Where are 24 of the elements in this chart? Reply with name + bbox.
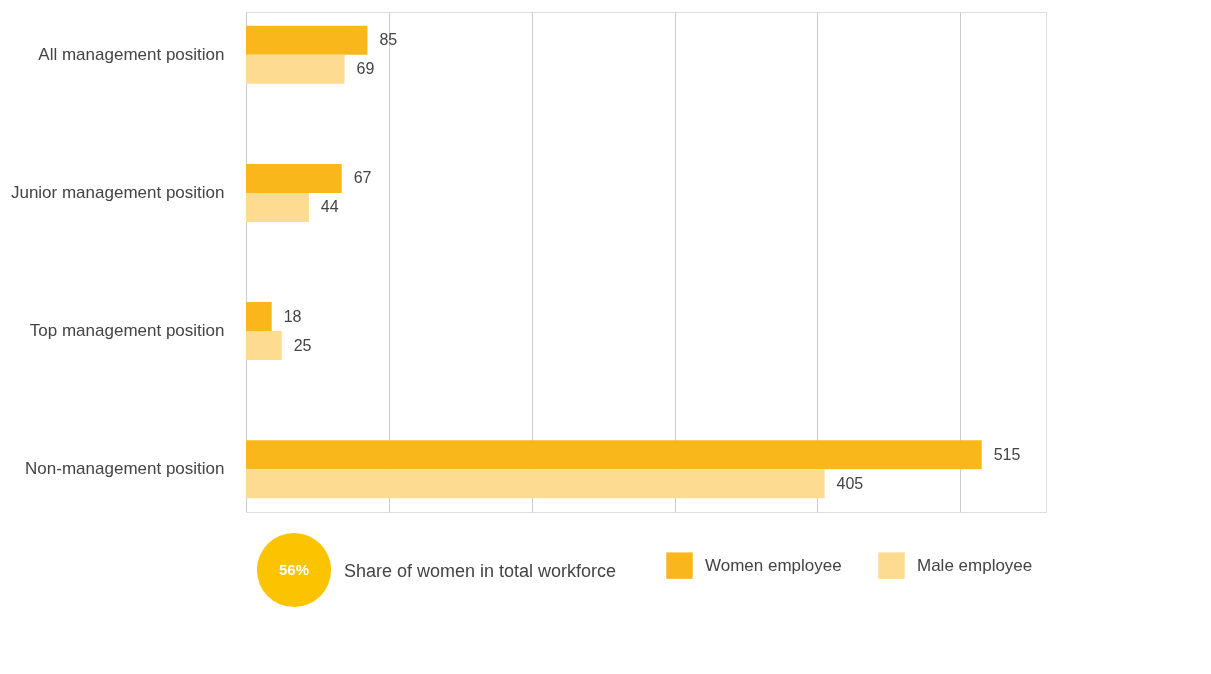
data-label: 515 (993, 445, 1021, 463)
data-label: 69 (356, 60, 375, 78)
data-label: 67 (353, 169, 372, 187)
bar (246, 54, 345, 84)
y-tick-label: Non-management position (25, 459, 225, 479)
bar (246, 25, 368, 55)
text: 56% (278, 561, 310, 578)
bar (246, 163, 342, 193)
y-tick-label: Junior management position (10, 182, 225, 202)
y-tick-label: All management position (38, 44, 225, 64)
data-label: 85 (379, 31, 398, 49)
bar (246, 192, 309, 222)
data-label: 405 (836, 474, 864, 492)
bar (246, 469, 825, 499)
bar (246, 302, 272, 332)
y-tick-label: Top management position (29, 321, 225, 341)
bar (246, 440, 982, 470)
data-label: 18 (283, 307, 302, 325)
text: Share of women in total workforce (344, 561, 617, 581)
legend-label: Women employee (705, 555, 842, 575)
legend-label: Male employee (917, 555, 1033, 575)
data-label: 25 (293, 336, 312, 354)
bar (246, 331, 282, 361)
data-label: 44 (320, 198, 339, 216)
